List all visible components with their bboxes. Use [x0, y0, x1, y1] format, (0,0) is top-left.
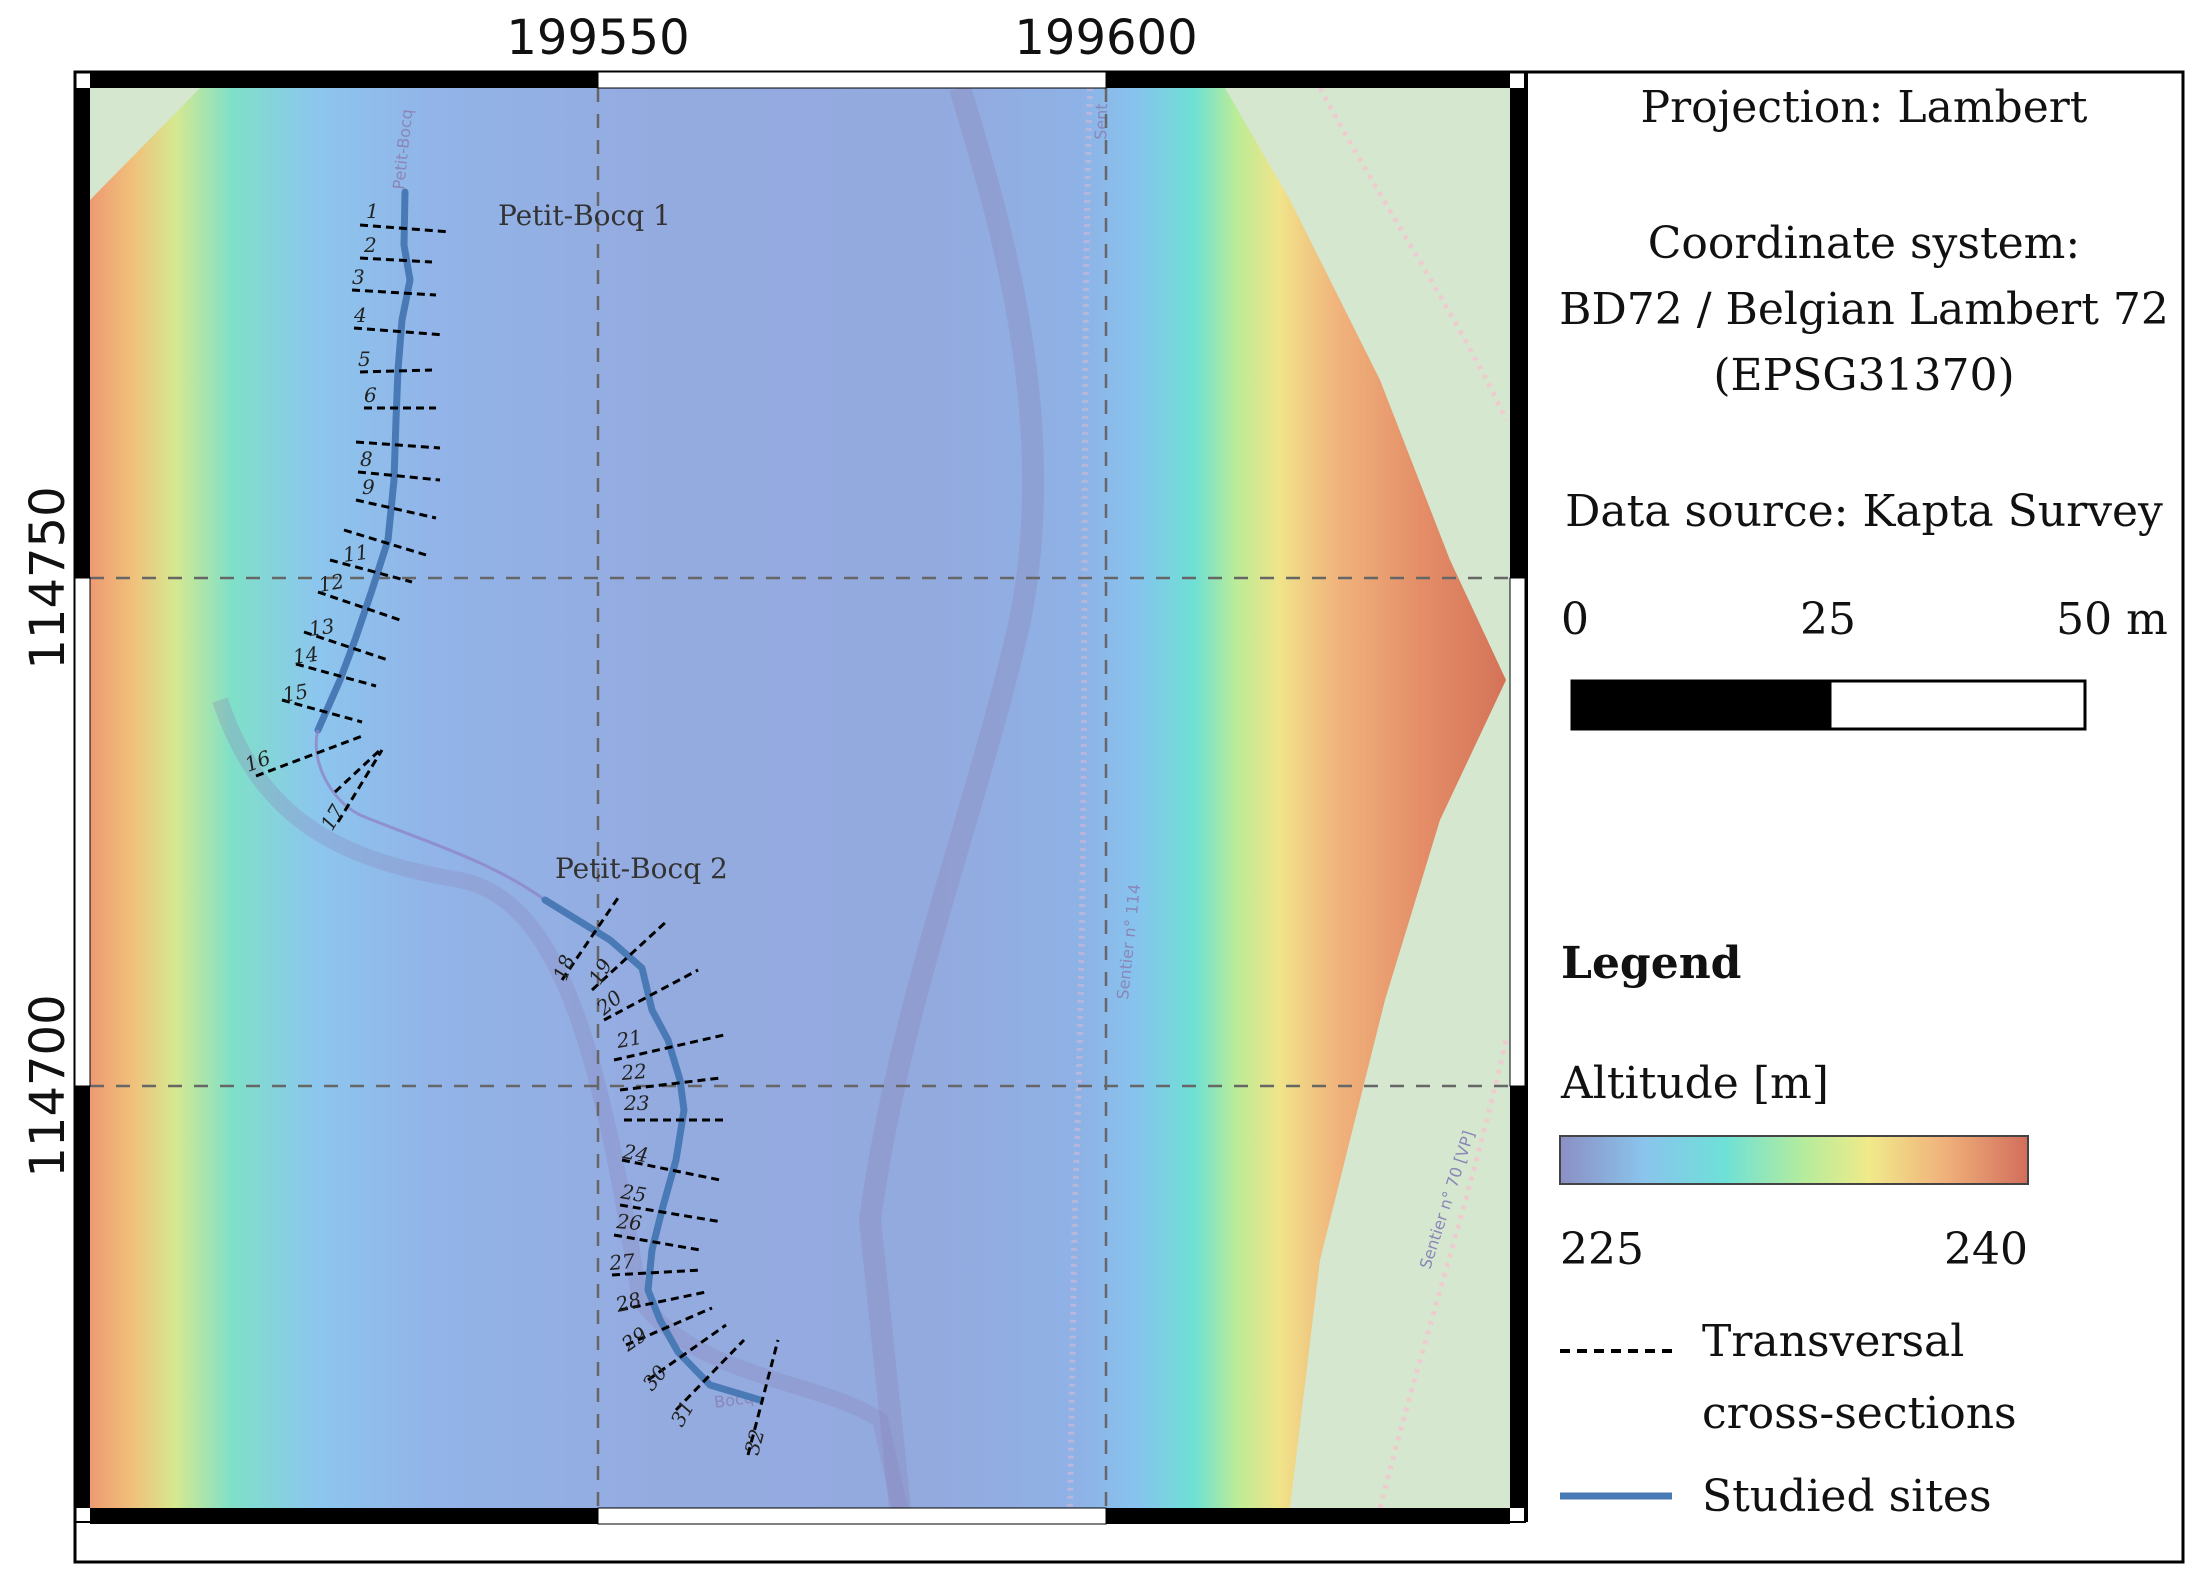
- cross-section-line: [336, 749, 384, 823]
- cross-section-line: [353, 326, 445, 337]
- cross-section-line: [619, 1290, 707, 1312]
- cross-section-label: 22: [619, 1059, 647, 1085]
- scale-tick-50: 50 m: [2056, 594, 2168, 645]
- legend-altitude-title: Altitude [m]: [1560, 1058, 1829, 1109]
- cross-section-label: 9: [362, 475, 375, 499]
- cross-section-line: [611, 1268, 703, 1277]
- cross-section-line: [619, 1203, 723, 1224]
- cross-section-line: [317, 590, 401, 622]
- cross-section-label: 3: [352, 265, 365, 289]
- studied-site-petit-bocq-2: [541, 896, 764, 1404]
- cross-section-line: [613, 1033, 725, 1062]
- site-label-petit-bocq-1: Petit-Bocq 1: [498, 199, 671, 232]
- neatline: [74, 71, 1528, 1525]
- cross-section-line: [333, 748, 382, 794]
- cross-section-line: [746, 1339, 780, 1456]
- cross-section-label: 14: [291, 642, 320, 669]
- cross-section-line: [357, 470, 441, 482]
- path-sentier-70: [1377, 1039, 1509, 1508]
- cross-section-line: [560, 894, 622, 981]
- cross-section-label: 5: [358, 347, 371, 371]
- cross-section-line: [281, 698, 363, 724]
- cross-section-label: 8: [360, 447, 373, 471]
- cross-section-label: 4: [353, 303, 367, 327]
- cross-section-line: [603, 968, 699, 1022]
- cross-section-line: [351, 288, 437, 297]
- grid-label-x-199600: 199600: [1014, 10, 1197, 66]
- cross-section-line: [625, 1306, 713, 1347]
- cross-section-line: [303, 630, 389, 662]
- map-body: Sentier n° 114 Sentier n° 70 [VP] Sent B…: [90, 88, 1510, 1508]
- legend-cross-section-label-line2: cross-sections: [1702, 1388, 2017, 1439]
- channel-west: [212, 697, 908, 1508]
- grid-label-y-114700: 114700: [20, 994, 76, 1177]
- studied-sites: [314, 188, 764, 1404]
- cross-section-label: 24: [620, 1139, 650, 1167]
- cross-section-line: [619, 1076, 721, 1092]
- grid: [90, 88, 1510, 1508]
- legend-panel: Projection: Lambert Coordinate system: B…: [1559, 82, 2169, 1522]
- scale-tick-0: 0: [1561, 594, 1589, 645]
- road-label-sent: Sent: [1091, 103, 1111, 140]
- cross-section-line: [590, 918, 670, 992]
- cross-section-line: [295, 662, 377, 688]
- legend-cross-section-label-line1: Transversal: [1702, 1316, 1964, 1367]
- scale-tick-25: 25: [1800, 594, 1856, 645]
- cross-section-line: [343, 528, 427, 557]
- cross-section-label: 26: [615, 1209, 644, 1235]
- legend-studied-sites-label: Studied sites: [1702, 1471, 1992, 1522]
- legend-coord-system-line2: BD72 / Belgian Lambert 72: [1559, 284, 2169, 335]
- legend-title: Legend: [1561, 938, 1741, 989]
- cross-section-line: [355, 440, 441, 450]
- cross-section-label: 15: [281, 679, 310, 707]
- cross-section-line: [329, 558, 413, 584]
- upstream-channel: [314, 729, 546, 902]
- altitude-color-ramp: [1559, 1135, 2029, 1185]
- cross-section-line: [613, 1233, 701, 1252]
- cross-section-label: 21: [614, 1025, 644, 1053]
- cross-section-label: 23: [623, 1091, 649, 1115]
- cross-section-line: [674, 1338, 746, 1412]
- cross-section-line: [355, 498, 437, 520]
- cross-section-label: 13: [307, 614, 336, 641]
- cross-section-line: [621, 1158, 721, 1182]
- site-label-petit-bocq-2: Petit-Bocq 2: [555, 852, 728, 885]
- cross-section-label: 12: [317, 569, 346, 597]
- cross-section-label: 11: [341, 540, 370, 567]
- altitude-max: 240: [1944, 1224, 2028, 1275]
- altitude-min: 225: [1560, 1224, 1644, 1275]
- path-east-1: [1317, 88, 1509, 422]
- cross-section-line: [359, 223, 451, 234]
- altitude-raster: [90, 88, 1506, 1508]
- cross-section-line: [647, 1323, 727, 1382]
- cross-section-line: [255, 733, 366, 778]
- scale-bar-black: [1570, 679, 1832, 731]
- cross-section-label: 25: [618, 1179, 648, 1207]
- cross-section-label: 2: [363, 233, 377, 257]
- studied-site-petit-bocq-1: [314, 188, 414, 734]
- legend-coord-system-line1: Coordinate system:: [1648, 218, 2080, 269]
- channel-east: [858, 88, 1045, 1508]
- legend-projection: Projection: Lambert: [1641, 82, 2088, 133]
- cross-section-label: 6: [364, 383, 377, 407]
- cross-section-label: 27: [607, 1249, 636, 1275]
- grid-label-x-199550: 199550: [506, 10, 689, 66]
- legend-data-source: Data source: Kapta Survey: [1565, 486, 2163, 537]
- legend-coord-system-line3: (EPSG31370): [1713, 350, 2014, 401]
- grid-label-y-114750: 114750: [20, 486, 76, 669]
- scale-bar-white: [1828, 679, 2087, 731]
- cross-section-label: 1: [366, 199, 379, 223]
